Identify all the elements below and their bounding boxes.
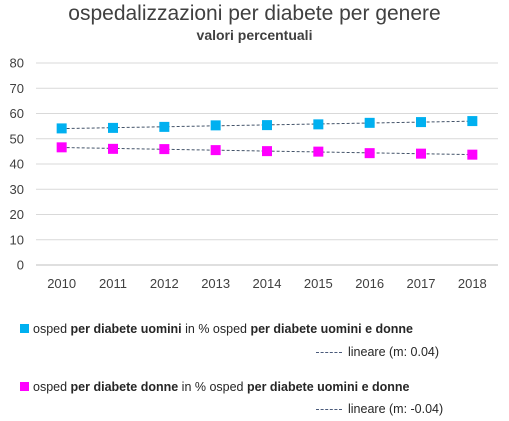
- x-tick-label-2015: 2015: [304, 276, 333, 291]
- legend-trend-label-donne: lineare (m: -0.04): [348, 402, 444, 416]
- chart-title: ospedalizzazioni per diabete per genere: [68, 2, 441, 25]
- x-tick-label-2014: 2014: [253, 276, 282, 291]
- legend-text-uomini-d: per diabete uomini e donne: [250, 322, 413, 336]
- x-tick-label-2017: 2017: [407, 276, 436, 291]
- legend-trend-donne: lineare (m: -0.04): [316, 402, 443, 416]
- chart-subtitle: valori percentuali: [196, 27, 313, 43]
- line-chart: 0 10 20 30 40 50 60 70 80 2010 2011 2012 2013 2014 201…: [10, 56, 498, 291]
- data-point-series-0-2016: [364, 117, 375, 128]
- data-point-series-1-2013: [210, 145, 221, 156]
- y-tick-label-40: 40: [10, 157, 24, 172]
- legend-marker-uomini: [20, 324, 29, 333]
- legend-marker-donne: [20, 382, 29, 391]
- legend-entry-donne: osped per diabete donne in % osped per d…: [20, 380, 410, 394]
- data-point-series-1-2016: [364, 148, 375, 159]
- x-tick-label-2012: 2012: [150, 276, 179, 291]
- legend-trend-uomini: lineare (m: 0.04): [316, 345, 439, 359]
- legend-trend-label-uomini: lineare (m: 0.04): [348, 345, 440, 359]
- data-point-series-0-2010: [56, 123, 67, 134]
- x-tick-label-2011: 2011: [99, 276, 127, 291]
- data-point-series-0-2014: [262, 120, 272, 131]
- y-tick-label-20: 20: [10, 207, 24, 222]
- x-tick-label-2016: 2016: [355, 276, 384, 291]
- data-point-series-1-2018: [467, 149, 478, 160]
- y-tick-label-0: 0: [17, 258, 24, 273]
- x-tick-label-2010: 2010: [47, 276, 76, 291]
- legend-text-donne-a: osped: [33, 380, 71, 394]
- x-tick-label-2018: 2018: [458, 276, 487, 291]
- data-point-series-0-2012: [159, 121, 170, 132]
- legend-text-donne-c: in % osped: [178, 380, 247, 394]
- y-tick-label-80: 80: [10, 56, 24, 71]
- data-point-series-0-2013: [210, 120, 221, 131]
- y-tick-label-50: 50: [10, 131, 24, 146]
- y-tick-label-30: 30: [10, 182, 24, 197]
- legend-text-donne-b: per diabete donne: [70, 380, 179, 394]
- data-point-series-1-2015: [313, 146, 324, 157]
- data-point-series-1-2017: [416, 148, 426, 159]
- legend-entry-uomini: osped per diabete uomini in % osped per …: [20, 322, 413, 336]
- data-point-series-0-2018: [467, 116, 478, 127]
- data-point-series-1-2011: [108, 143, 118, 154]
- y-tick-label-70: 70: [10, 81, 24, 96]
- data-point-series-1-2014: [262, 146, 272, 157]
- data-point-series-0-2011: [108, 122, 118, 133]
- legend-text-donne-d: per diabete uomini e donne: [246, 380, 410, 394]
- legend-trend-line-icon: [316, 352, 342, 354]
- data-point-series-1-2012: [159, 144, 170, 155]
- legend-text-uomini-b: per diabete uomini: [70, 322, 182, 336]
- x-tick-label-2013: 2013: [201, 276, 230, 291]
- y-tick-label-10: 10: [10, 232, 24, 247]
- legend-text-uomini-c: in % osped: [181, 322, 251, 336]
- data-point-series-1-2010: [56, 142, 67, 153]
- legend-trend-line-icon: [316, 409, 342, 411]
- legend-text-uomini-a: osped: [33, 322, 71, 336]
- data-point-series-0-2017: [416, 117, 426, 128]
- data-point-series-0-2015: [313, 119, 324, 130]
- y-tick-label-60: 60: [10, 106, 24, 121]
